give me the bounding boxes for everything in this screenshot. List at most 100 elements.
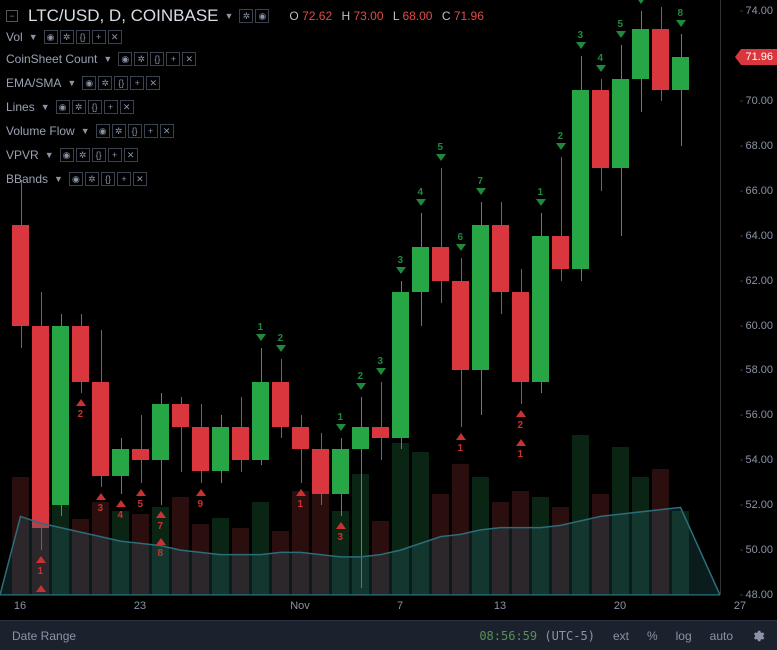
indicator-button[interactable]: ◉	[56, 100, 70, 114]
candle-body	[532, 236, 549, 382]
symbol-text[interactable]: LTC/USD, D, COINBASE	[28, 6, 219, 26]
signal-arrow-down	[676, 20, 686, 27]
signal-arrow-up	[156, 511, 166, 518]
chevron-down-icon[interactable]: ▼	[41, 102, 50, 112]
indicator-button[interactable]: ◉	[118, 52, 132, 66]
y-tick: 60.00	[740, 320, 773, 332]
candle-body	[232, 427, 249, 461]
last-price-tag: 71.96	[741, 49, 777, 65]
indicator-button[interactable]: ✕	[146, 76, 160, 90]
chevron-down-icon[interactable]: ▼	[81, 126, 90, 136]
date-range-button[interactable]: Date Range	[12, 629, 76, 643]
indicator-button[interactable]: ✕	[120, 100, 134, 114]
indicator-button[interactable]: +	[117, 172, 131, 186]
signal-label: 1	[458, 443, 464, 454]
settings-icon[interactable]: ✲	[239, 9, 253, 23]
indicator-button[interactable]: ✕	[133, 172, 147, 186]
chevron-down-icon[interactable]: ▼	[67, 78, 76, 88]
indicator-button[interactable]: ✲	[98, 76, 112, 90]
indicator-button[interactable]: ✲	[72, 100, 86, 114]
signal-arrow-up	[96, 493, 106, 500]
signal-label: 2	[558, 131, 564, 142]
indicator-button[interactable]: +	[166, 52, 180, 66]
indicator-icon-group: ◉✲{}+✕	[60, 148, 138, 162]
signal-arrow-up	[196, 489, 206, 496]
indicator-button[interactable]: ✕	[108, 30, 122, 44]
auto-button[interactable]: auto	[710, 629, 733, 643]
clock-display: 08:56:59 (UTC-5)	[479, 629, 595, 643]
signal-label: 2	[518, 420, 524, 431]
indicator-name[interactable]: Lines	[6, 100, 35, 114]
collapse-icon[interactable]: −	[6, 10, 18, 22]
signal-arrow-down	[436, 154, 446, 161]
indicator-button[interactable]: {}	[76, 30, 90, 44]
indicator-name[interactable]: CoinSheet Count	[6, 52, 97, 66]
indicator-button[interactable]: +	[108, 148, 122, 162]
indicator-name[interactable]: VPVR	[6, 148, 39, 162]
signal-arrow-down	[416, 199, 426, 206]
x-tick: 7	[397, 600, 403, 612]
log-button[interactable]: log	[676, 629, 692, 643]
candle-wick	[381, 382, 382, 461]
volume-bar	[512, 491, 529, 595]
percent-button[interactable]: %	[647, 629, 658, 643]
indicator-button[interactable]: +	[92, 30, 106, 44]
gear-icon[interactable]	[751, 629, 765, 643]
signal-label: 2	[278, 333, 284, 344]
indicator-button[interactable]: {}	[128, 124, 142, 138]
candle-body	[12, 225, 29, 326]
indicator-button[interactable]: {}	[101, 172, 115, 186]
chevron-down-icon[interactable]: ▼	[54, 174, 63, 184]
candle-body	[452, 281, 469, 371]
indicator-button[interactable]: ✲	[76, 148, 90, 162]
signal-label: 1	[518, 449, 524, 460]
indicator-button[interactable]: +	[144, 124, 158, 138]
indicator-button[interactable]: {}	[92, 148, 106, 162]
indicator-button[interactable]: ◉	[96, 124, 110, 138]
indicator-button[interactable]: ✲	[112, 124, 126, 138]
indicator-button[interactable]: ✕	[182, 52, 196, 66]
volume-bar	[112, 511, 129, 595]
source-icon[interactable]: ◉	[255, 9, 269, 23]
volume-bar	[72, 519, 89, 595]
chevron-down-icon[interactable]: ▼	[225, 11, 234, 21]
indicator-button[interactable]: {}	[150, 52, 164, 66]
indicator-button[interactable]: ◉	[82, 76, 96, 90]
chevron-down-icon[interactable]: ▼	[45, 150, 54, 160]
candle-body	[192, 427, 209, 472]
chevron-down-icon[interactable]: ▼	[103, 54, 112, 64]
indicator-icon-group: ◉✲{}+✕	[69, 172, 147, 186]
signal-arrow-down	[356, 383, 366, 390]
indicator-name[interactable]: Volume Flow	[6, 124, 75, 138]
signal-label: 7	[478, 176, 484, 187]
ext-button[interactable]: ext	[613, 629, 629, 643]
indicator-row: VPVR ▼ ◉✲{}+✕	[6, 148, 138, 162]
indicator-button[interactable]: ✕	[124, 148, 138, 162]
candle-body	[32, 326, 49, 528]
signal-arrow-down	[376, 368, 386, 375]
signal-arrow-up	[156, 538, 166, 545]
indicator-button[interactable]: ◉	[69, 172, 83, 186]
signal-label: 8	[158, 548, 164, 559]
indicator-button[interactable]: +	[104, 100, 118, 114]
indicator-button[interactable]: ◉	[60, 148, 74, 162]
volume-bar	[472, 477, 489, 595]
indicator-button[interactable]: ◉	[44, 30, 58, 44]
indicator-name[interactable]: Vol	[6, 30, 23, 44]
indicator-row: Vol ▼ ◉✲{}+✕	[6, 30, 122, 44]
y-tick: 66.00	[740, 185, 773, 197]
indicator-button[interactable]: {}	[88, 100, 102, 114]
indicator-name[interactable]: EMA/SMA	[6, 76, 61, 90]
indicator-button[interactable]: {}	[114, 76, 128, 90]
signal-label: 3	[578, 30, 584, 41]
signal-arrow-up	[76, 399, 86, 406]
indicator-button[interactable]: ✲	[60, 30, 74, 44]
indicator-button[interactable]: ✲	[85, 172, 99, 186]
indicator-button[interactable]: ✕	[160, 124, 174, 138]
chevron-down-icon[interactable]: ▼	[29, 32, 38, 42]
indicator-button[interactable]: ✲	[134, 52, 148, 66]
candle-body	[652, 29, 669, 90]
indicator-button[interactable]: +	[130, 76, 144, 90]
indicator-name[interactable]: BBands	[6, 172, 48, 186]
volume-bar	[172, 497, 189, 595]
